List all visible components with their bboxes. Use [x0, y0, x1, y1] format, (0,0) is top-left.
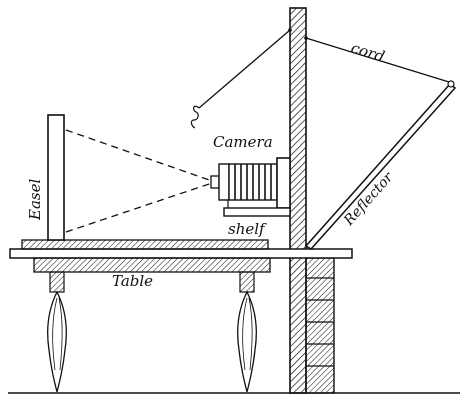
easel [47, 114, 65, 241]
wall-post [289, 7, 307, 394]
label-easel: Easel [26, 179, 44, 221]
table-leg-left [47, 271, 67, 393]
projection-lines [65, 129, 213, 233]
table-apron [33, 257, 271, 273]
reflector [304, 80, 457, 250]
label-table: Table [112, 272, 153, 290]
camera-bellows [228, 163, 278, 201]
cabinet [305, 257, 335, 394]
label-cord: cord [349, 39, 387, 66]
shelf [223, 200, 291, 217]
camera [210, 157, 291, 209]
label-camera: Camera [213, 133, 273, 151]
label-shelf: shelf [228, 220, 267, 238]
cord [190, 28, 450, 129]
table-leg-right [237, 271, 257, 393]
